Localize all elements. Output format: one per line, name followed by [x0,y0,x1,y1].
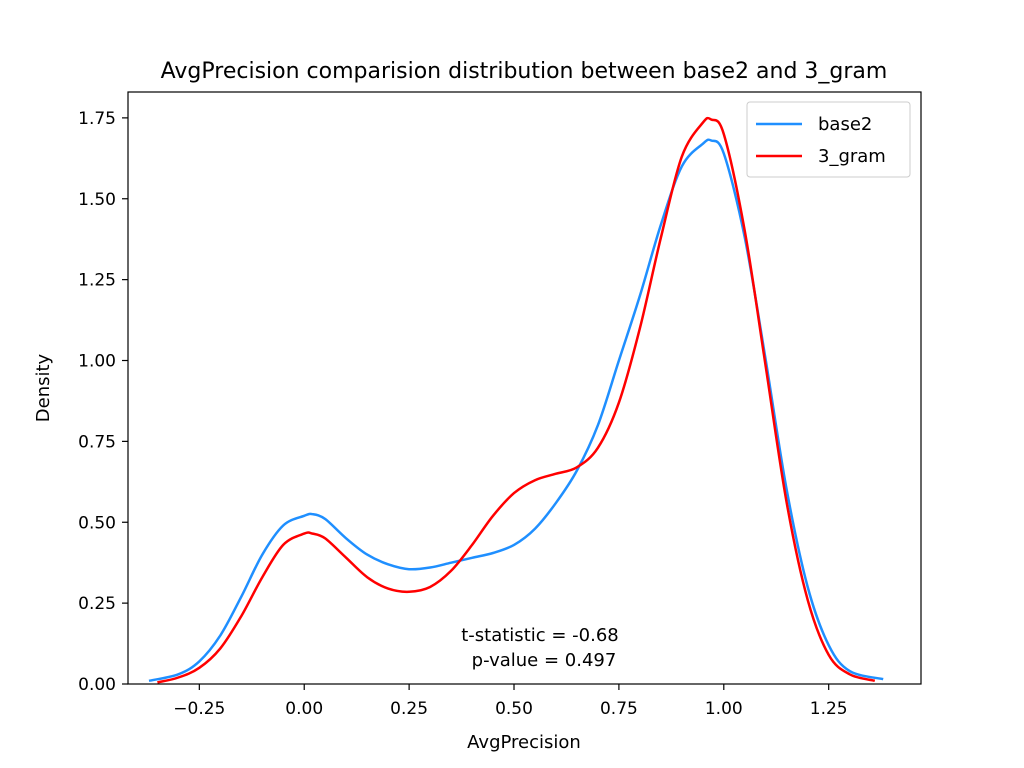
plot-frame [127,91,922,685]
y-tick-label: 0.25 [78,594,116,614]
y-axis-ticks: 0.00 0.25 0.50 0.75 1.00 1.25 1.50 1.75 [78,109,128,695]
t-statistic-annotation: t-statistic = -0.68 [461,625,619,646]
y-axis-label: Density [33,353,54,422]
p-value-annotation: p-value = 0.497 [472,650,617,671]
y-tick-label: 1.25 [78,271,116,291]
y-tick-label: 0.00 [78,675,116,695]
series-line-3-gram [157,116,876,684]
legend-box [746,101,911,178]
legend-label-3-gram: 3_gram [818,146,886,167]
y-tick-label: 1.00 [78,352,116,372]
x-tick-label: 0.25 [390,699,428,719]
x-axis-label: AvgPrecision [467,732,581,753]
series-lines [148,116,884,684]
x-tick-label: 1.25 [810,699,848,719]
y-tick-label: 1.75 [78,109,116,129]
y-tick-label: 0.50 [78,513,116,533]
x-tick-label: 0.50 [495,699,533,719]
y-tick-label: 1.50 [78,190,116,210]
legend: base2 3_gram [746,101,911,178]
chart-title: AvgPrecision comparision distribution be… [161,59,888,84]
x-tick-label: 0.75 [600,699,638,719]
y-tick-label: 0.75 [78,432,116,452]
x-tick-label: 1.00 [705,699,743,719]
x-axis-ticks: −0.25 0.00 0.25 0.50 0.75 1.00 1.25 [173,684,848,719]
x-tick-label: −0.25 [173,699,225,719]
x-tick-label: 0.00 [285,699,323,719]
legend-label-base2: base2 [818,114,872,135]
